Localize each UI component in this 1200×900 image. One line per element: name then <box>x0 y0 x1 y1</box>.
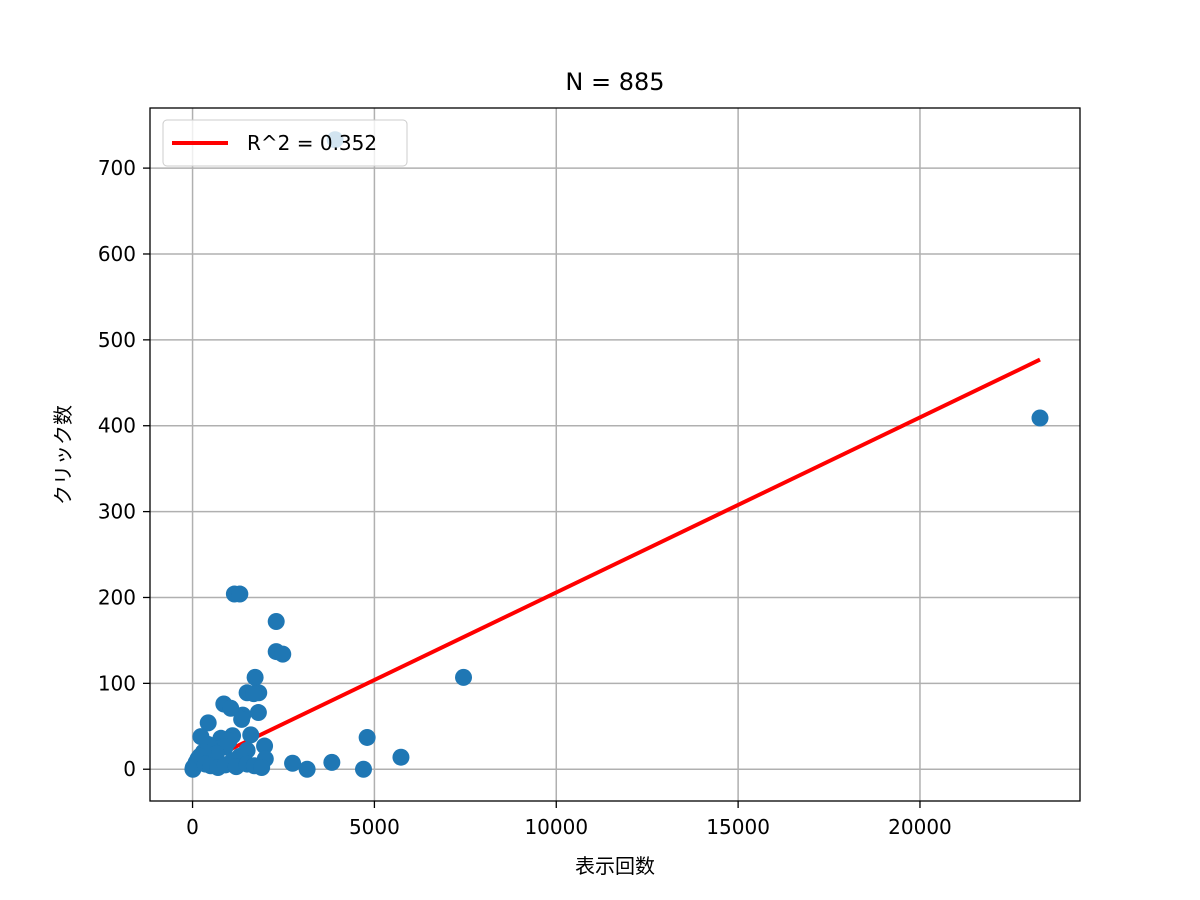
chart-title: N = 885 <box>565 68 664 96</box>
scatter-points <box>184 131 1049 778</box>
scatter-point <box>249 704 267 722</box>
scatter-point <box>455 668 473 686</box>
legend: R^2 = 0.352 <box>162 119 408 167</box>
y-tick-label: 400 <box>98 414 136 438</box>
x-axis-label: 表示回数 <box>575 854 655 878</box>
scatter-point <box>199 714 217 732</box>
scatter-point <box>253 759 271 777</box>
y-tick-label: 0 <box>123 757 136 781</box>
y-tick-label: 500 <box>98 328 136 352</box>
x-tick-label: 20000 <box>888 815 952 839</box>
scatter-point <box>298 760 316 778</box>
scatter-point <box>233 710 251 728</box>
regression-line-layer <box>191 357 1041 770</box>
scatter-point <box>274 645 292 663</box>
y-tick-label: 300 <box>98 500 136 524</box>
regression-line <box>191 357 1041 770</box>
x-axis-ticks: 0 5000 10000 15000 20000 <box>186 801 952 839</box>
y-axis-ticks: 0 100 200 300 400 500 600 700 <box>98 156 150 781</box>
y-tick-label: 700 <box>98 156 136 180</box>
scatter-point <box>284 754 302 772</box>
scatter-point <box>267 613 285 631</box>
scatter-point <box>246 668 264 686</box>
y-tick-label: 200 <box>98 585 136 609</box>
x-tick-label: 0 <box>186 815 199 839</box>
scatter-point <box>242 726 260 744</box>
scatter-point <box>245 685 263 703</box>
scatter-point <box>1031 409 1049 427</box>
x-tick-label: 15000 <box>706 815 770 839</box>
scatter-point <box>354 760 372 778</box>
x-tick-label: 10000 <box>524 815 588 839</box>
scatter-point <box>392 748 410 766</box>
scatter-point <box>358 728 376 746</box>
legend-label: R^2 = 0.352 <box>247 131 377 155</box>
y-tick-label: 600 <box>98 242 136 266</box>
scatter-point <box>231 585 249 603</box>
plot-area-frame <box>149 107 1081 802</box>
grid <box>150 108 1080 801</box>
scatter-point <box>256 737 274 755</box>
x-tick-label: 5000 <box>349 815 400 839</box>
legend-box <box>162 119 408 167</box>
y-tick-label: 100 <box>98 671 136 695</box>
y-axis-label: クリック数 <box>51 405 75 505</box>
scatter-point <box>323 753 341 771</box>
